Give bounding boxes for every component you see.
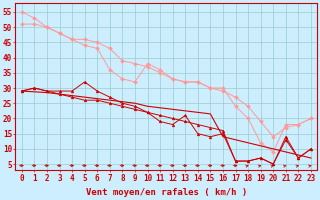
X-axis label: Vent moyen/en rafales ( km/h ): Vent moyen/en rafales ( km/h ) xyxy=(86,188,247,197)
